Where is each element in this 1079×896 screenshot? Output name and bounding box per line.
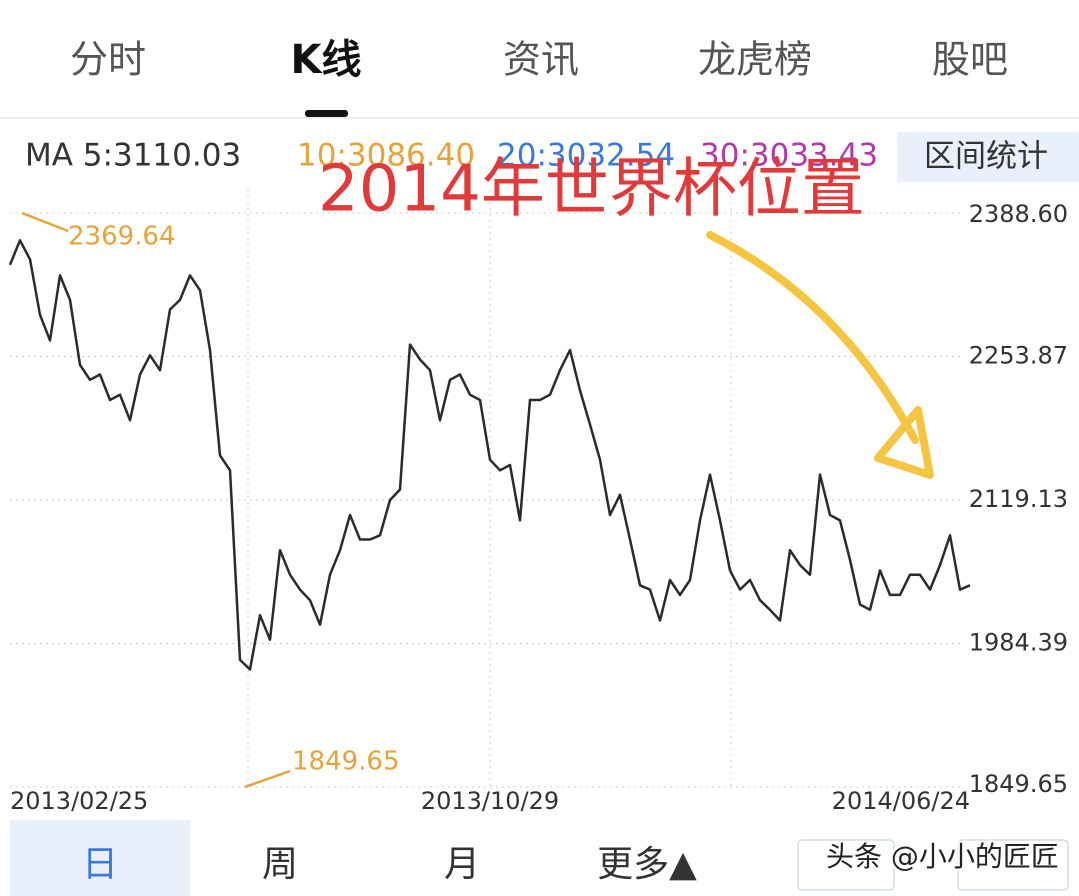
range-button[interactable]: 区间统计 [924, 139, 1048, 175]
tab[interactable]: 股吧 [932, 38, 1008, 82]
min-pointer [244, 769, 291, 789]
tab[interactable]: 分时 [70, 38, 146, 82]
tool-button[interactable] [797, 839, 895, 891]
period[interactable]: 月 [444, 844, 480, 885]
y-tick-label: 2253.87 [969, 341, 1068, 369]
arrow [706, 231, 919, 444]
price-line [8, 239, 971, 671]
y-tick-label: 1984.39 [969, 628, 1068, 656]
x-tick-label: 2013/10/29 [421, 787, 559, 815]
tab[interactable]: 龙虎榜 [698, 38, 812, 82]
period-active[interactable]: 日 [82, 844, 118, 885]
tab-underline [305, 110, 348, 117]
y-tick-label: 2119.13 [969, 485, 1068, 513]
range-button-bg[interactable] [897, 132, 1079, 182]
max-pointer [21, 211, 69, 233]
y-tick-label: 1849.65 [969, 770, 1068, 798]
ma5: MA 5:3110.03 [25, 138, 241, 174]
period[interactable]: 周 [262, 844, 298, 885]
plot: 1849.65 1984.39 2119.13 2253.87 2388.60 2013/… [8, 200, 1068, 815]
ma10: 10:3086.40 [297, 138, 475, 174]
y-tick-label: 2388.60 [969, 200, 1068, 228]
ma30: 30:3033.43 [700, 138, 878, 174]
watermark: 头条 @小小的匠匠 [826, 840, 1059, 873]
annotation: 2014年世界杯位置 [318, 153, 865, 227]
x-tick-label: 2014/06/24 [832, 787, 970, 815]
period[interactable]: 更多▲ [597, 844, 697, 885]
tool-button[interactable] [957, 839, 1069, 891]
x-tick-label: 2013/02/25 [10, 787, 148, 815]
period-active-bg[interactable] [10, 820, 190, 896]
tab-active[interactable]: K线 [291, 37, 362, 83]
max-label: 2369.64 [68, 222, 176, 252]
ma20: 20:3032.54 [497, 138, 675, 174]
tab[interactable]: 资讯 [503, 38, 579, 82]
arrow-head [874, 406, 934, 479]
min-label: 1849.65 [292, 747, 400, 777]
